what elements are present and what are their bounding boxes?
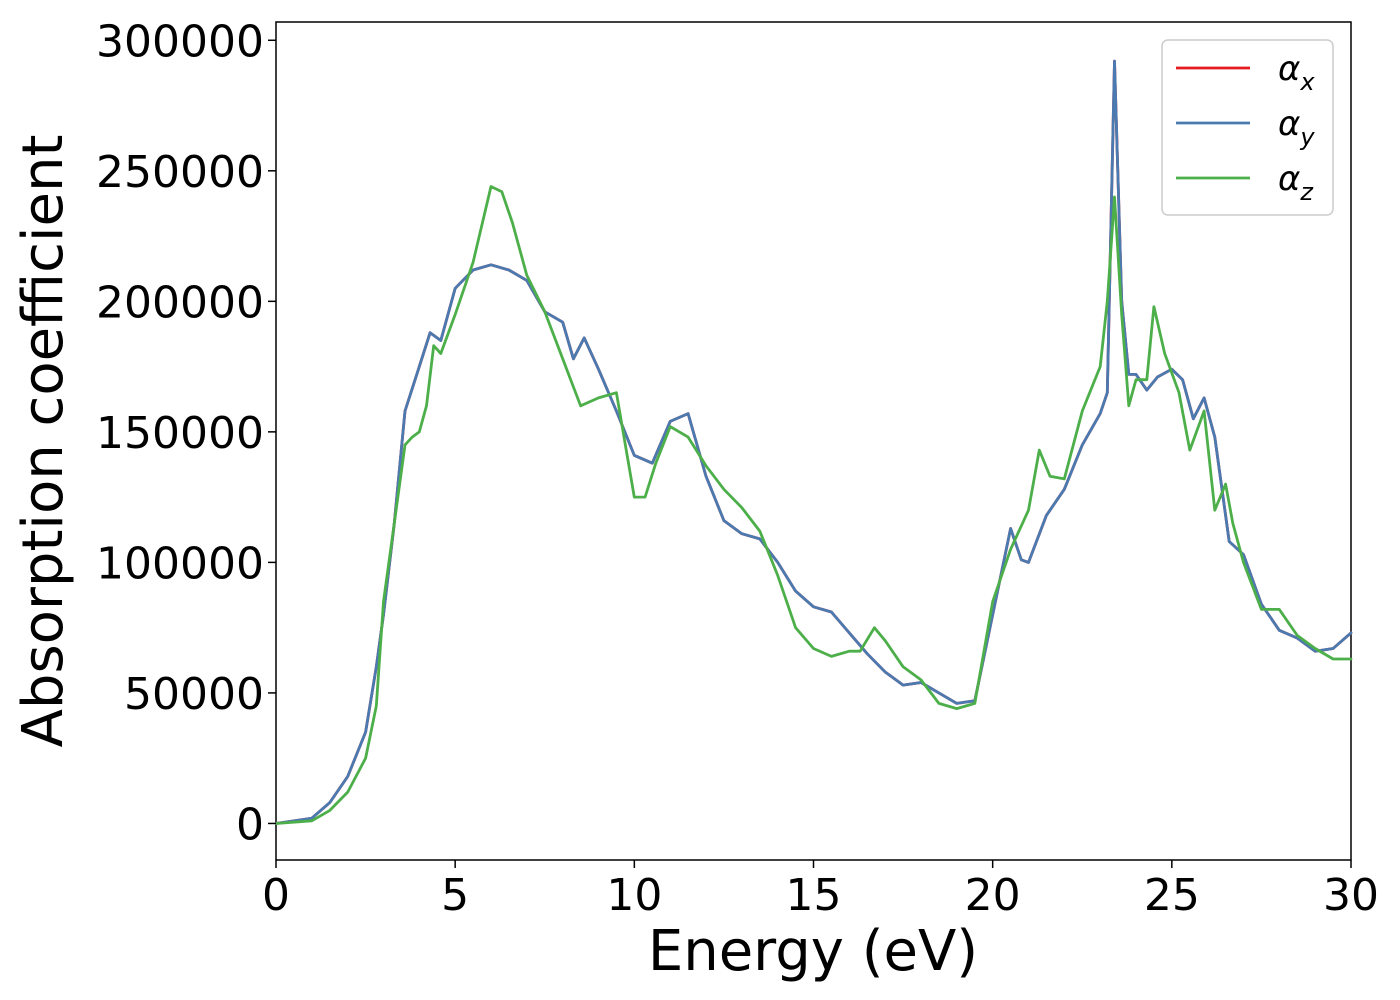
x-axis-title: Energy (eV) xyxy=(648,919,978,984)
legend: αx αy αz xyxy=(1161,39,1334,216)
series-line-z xyxy=(274,185,1353,825)
series-layer xyxy=(274,59,1353,825)
x-axis: 0 5 10 15 20 25 30 xyxy=(262,860,1379,921)
y-tick-label: 50000 xyxy=(124,669,264,720)
x-tick-label: 10 xyxy=(606,870,662,921)
y-tick-label: 200000 xyxy=(96,277,264,328)
x-tick-label: 0 xyxy=(262,870,290,921)
y-axis: 0 50000 100000 150000 200000 250000 300000 xyxy=(96,16,276,850)
series-line-y xyxy=(274,59,1353,825)
y-tick-label: 250000 xyxy=(96,147,264,198)
y-tick-label: 300000 xyxy=(96,16,264,67)
y-tick-label: 150000 xyxy=(96,408,264,459)
y-tick-label: 0 xyxy=(236,799,264,850)
y-axis-title: Absorption coefficient xyxy=(11,135,76,748)
x-tick-label: 30 xyxy=(1323,870,1379,921)
legend-label-z: αz xyxy=(1278,159,1314,206)
legend-label-y: αy xyxy=(1278,104,1315,151)
x-tick-label: 15 xyxy=(786,870,842,921)
x-tick-label: 25 xyxy=(1144,870,1200,921)
legend-box xyxy=(1161,39,1334,216)
y-tick-label: 100000 xyxy=(96,538,264,589)
legend-label-x: αx xyxy=(1278,49,1315,96)
x-tick-label: 20 xyxy=(965,870,1021,921)
x-tick-label: 5 xyxy=(441,870,469,921)
